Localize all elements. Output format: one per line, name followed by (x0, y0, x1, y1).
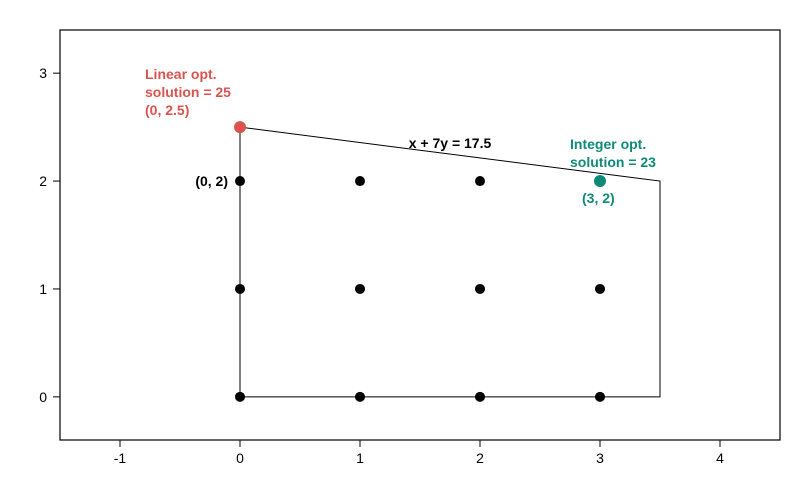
lattice-point (355, 176, 365, 186)
integer-opt-label: solution = 23 (570, 154, 656, 170)
integer-opt-coord: (3, 2) (582, 190, 615, 206)
x-tick-label: 3 (596, 450, 604, 466)
lattice-point (235, 284, 245, 294)
x-tick-label: -1 (114, 450, 127, 466)
integer-opt-label: Integer opt. (570, 136, 646, 152)
origin-point-label: (0, 2) (195, 173, 228, 189)
chart-svg: -1 0 1 2 3 4 0 1 2 3 Linear opt. solution = 25 (0, 2… (0, 0, 800, 500)
integer-opt-point (594, 175, 606, 187)
linear-opt-point (234, 121, 246, 133)
lattice-point (595, 284, 605, 294)
linear-opt-label: Linear opt. (145, 66, 217, 82)
lattice-point (235, 176, 245, 186)
x-tick-label: 0 (236, 450, 244, 466)
x-tick-label: 2 (476, 450, 484, 466)
y-tick-label: 1 (39, 281, 47, 297)
y-tick-label: 0 (39, 389, 47, 405)
y-tick-label: 3 (39, 65, 47, 81)
constraint-label: x + 7y = 17.5 (409, 135, 492, 151)
linear-opt-label: (0, 2.5) (145, 102, 189, 118)
lattice-point (475, 392, 485, 402)
lattice-point (355, 284, 365, 294)
x-tick-label: 1 (356, 450, 364, 466)
lattice-point (355, 392, 365, 402)
lattice-point (475, 284, 485, 294)
y-tick-label: 2 (39, 173, 47, 189)
lattice-point (595, 392, 605, 402)
lattice-point (475, 176, 485, 186)
linear-opt-label: solution = 25 (145, 84, 231, 100)
x-tick-label: 4 (716, 450, 724, 466)
lattice-point (235, 392, 245, 402)
chart-container: -1 0 1 2 3 4 0 1 2 3 Linear opt. solution = 25 (0, 2… (0, 0, 800, 500)
